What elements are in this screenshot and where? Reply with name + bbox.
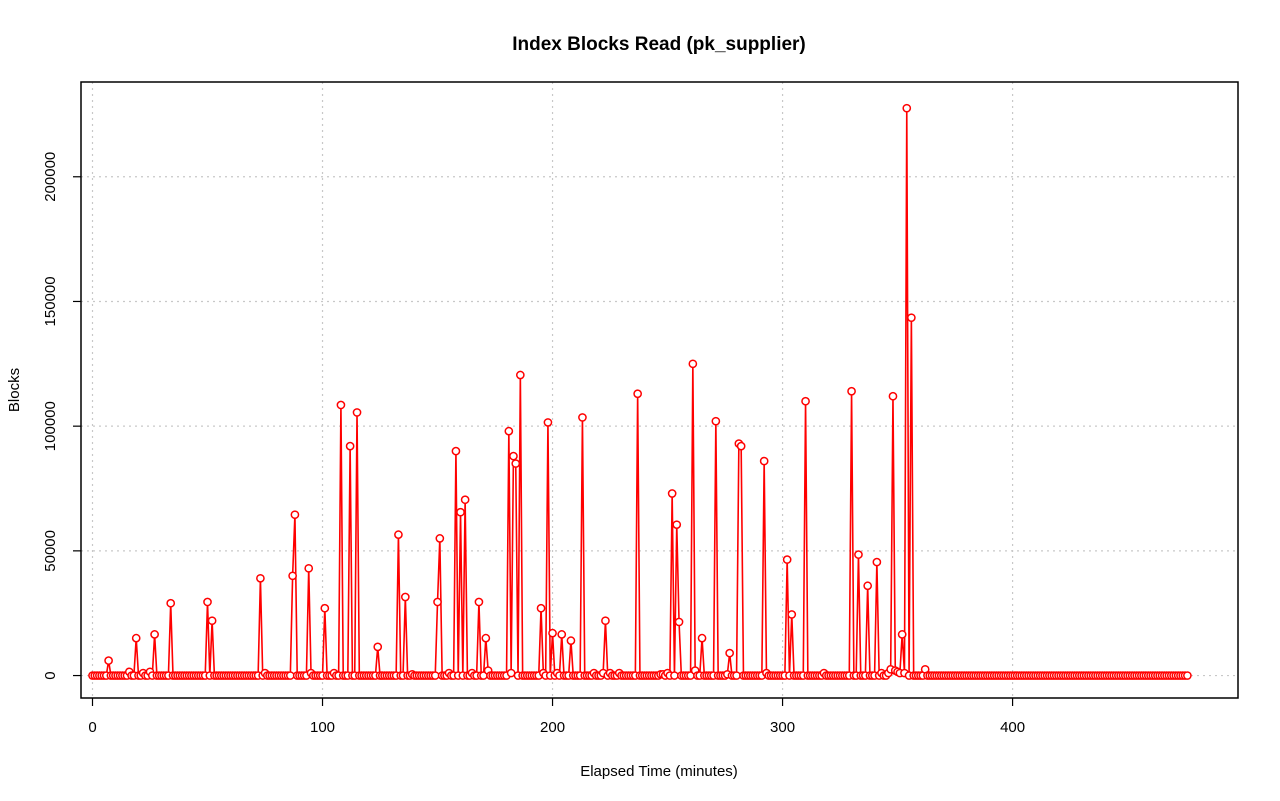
- x-tick-label: 400: [1000, 719, 1025, 736]
- data-point: [285, 671, 295, 680]
- data-point: [104, 656, 113, 665]
- x-axis: 0 100 200 300 400: [88, 698, 1025, 736]
- y-tick-label: 200000: [42, 152, 59, 202]
- data-point: [373, 642, 383, 652]
- y-tick-label: 100000: [42, 401, 59, 451]
- data-point: [345, 441, 355, 451]
- data-point: [854, 550, 863, 559]
- data-point: [674, 617, 684, 627]
- data-point: [509, 451, 518, 461]
- grid: [81, 82, 1238, 698]
- data-point: [352, 408, 362, 417]
- data-point: [511, 459, 521, 468]
- chart-title: Index Blocks Read (pk_supplier): [512, 34, 806, 55]
- data-point: [150, 630, 159, 639]
- data-point: [847, 386, 856, 396]
- data-point: [801, 396, 810, 406]
- data-point: [131, 633, 141, 643]
- data-point: [456, 507, 465, 517]
- data-point: [667, 489, 677, 498]
- data-point: [863, 581, 873, 591]
- data-point: [460, 495, 470, 505]
- y-tick-label: 50000: [42, 530, 59, 572]
- x-tick-label: 200: [540, 719, 565, 736]
- data-point: [435, 534, 445, 543]
- data-point: [711, 416, 721, 426]
- data-point: [759, 456, 769, 466]
- data-point: [451, 446, 461, 456]
- data-point: [203, 597, 212, 607]
- data-point: [504, 426, 514, 436]
- x-axis-label: Elapsed Time (minutes): [580, 763, 738, 780]
- data-point: [481, 633, 491, 643]
- x-tick-label: 100: [310, 719, 335, 736]
- data-point: [336, 400, 346, 410]
- data-point: [166, 598, 176, 608]
- y-tick-label: 0: [42, 671, 59, 679]
- plot-frame: [80, 81, 1239, 699]
- y-axis: 0 50000 100000 150000 200000: [42, 152, 81, 680]
- data-point: [506, 668, 516, 678]
- data-point: [548, 628, 557, 638]
- data-point: [736, 441, 746, 451]
- data-point: [1183, 671, 1192, 680]
- data-point: [670, 671, 679, 680]
- data-point: [474, 597, 484, 607]
- data-point: [430, 671, 440, 680]
- data-point: [907, 313, 916, 323]
- data-point: [320, 603, 330, 613]
- y-tick-label: 150000: [42, 276, 59, 326]
- data-point: [688, 359, 698, 369]
- data-point: [433, 597, 442, 607]
- data-point: [902, 103, 912, 113]
- data-point: [400, 592, 410, 602]
- data-point: [888, 391, 898, 401]
- y-axis-label: Blocks: [6, 368, 23, 412]
- data-point: [697, 633, 707, 643]
- data-point: [601, 616, 610, 626]
- data-point: [578, 413, 587, 422]
- data-point: [787, 610, 797, 619]
- data-point: [872, 557, 882, 567]
- x-tick-label: 300: [770, 719, 795, 736]
- data-point: [543, 418, 553, 427]
- data-point: [782, 555, 792, 564]
- data-point: [897, 630, 907, 639]
- data-point: [633, 389, 642, 399]
- data-point: [394, 530, 403, 539]
- data-point: [725, 648, 735, 658]
- data-point: [290, 510, 300, 520]
- data-point: [536, 603, 546, 613]
- data-point: [304, 563, 314, 573]
- data-point: [256, 573, 265, 583]
- data-point: [557, 630, 567, 639]
- data-point: [566, 636, 576, 645]
- data-point: [672, 520, 682, 530]
- data-point: [288, 571, 297, 581]
- data-point: [515, 370, 525, 380]
- series-points: [88, 103, 1192, 680]
- data-point: [732, 671, 741, 680]
- x-tick-label: 0: [88, 719, 96, 736]
- data-point: [207, 616, 217, 626]
